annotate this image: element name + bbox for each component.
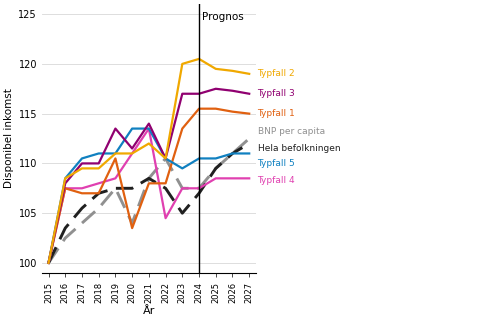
Text: Hela befolkningen: Hela befolkningen — [258, 144, 340, 153]
Text: Typfall 1: Typfall 1 — [258, 109, 295, 118]
Text: BNP per capita: BNP per capita — [258, 127, 324, 136]
Text: Typfall 4: Typfall 4 — [258, 176, 295, 185]
Y-axis label: Disponibel inkomst: Disponibel inkomst — [4, 89, 14, 188]
X-axis label: År: År — [143, 306, 155, 316]
Text: Typfall 5: Typfall 5 — [258, 159, 295, 168]
Text: Prognos: Prognos — [202, 12, 243, 22]
Text: Typfall 2: Typfall 2 — [258, 69, 295, 78]
Text: Typfall 3: Typfall 3 — [258, 89, 295, 98]
